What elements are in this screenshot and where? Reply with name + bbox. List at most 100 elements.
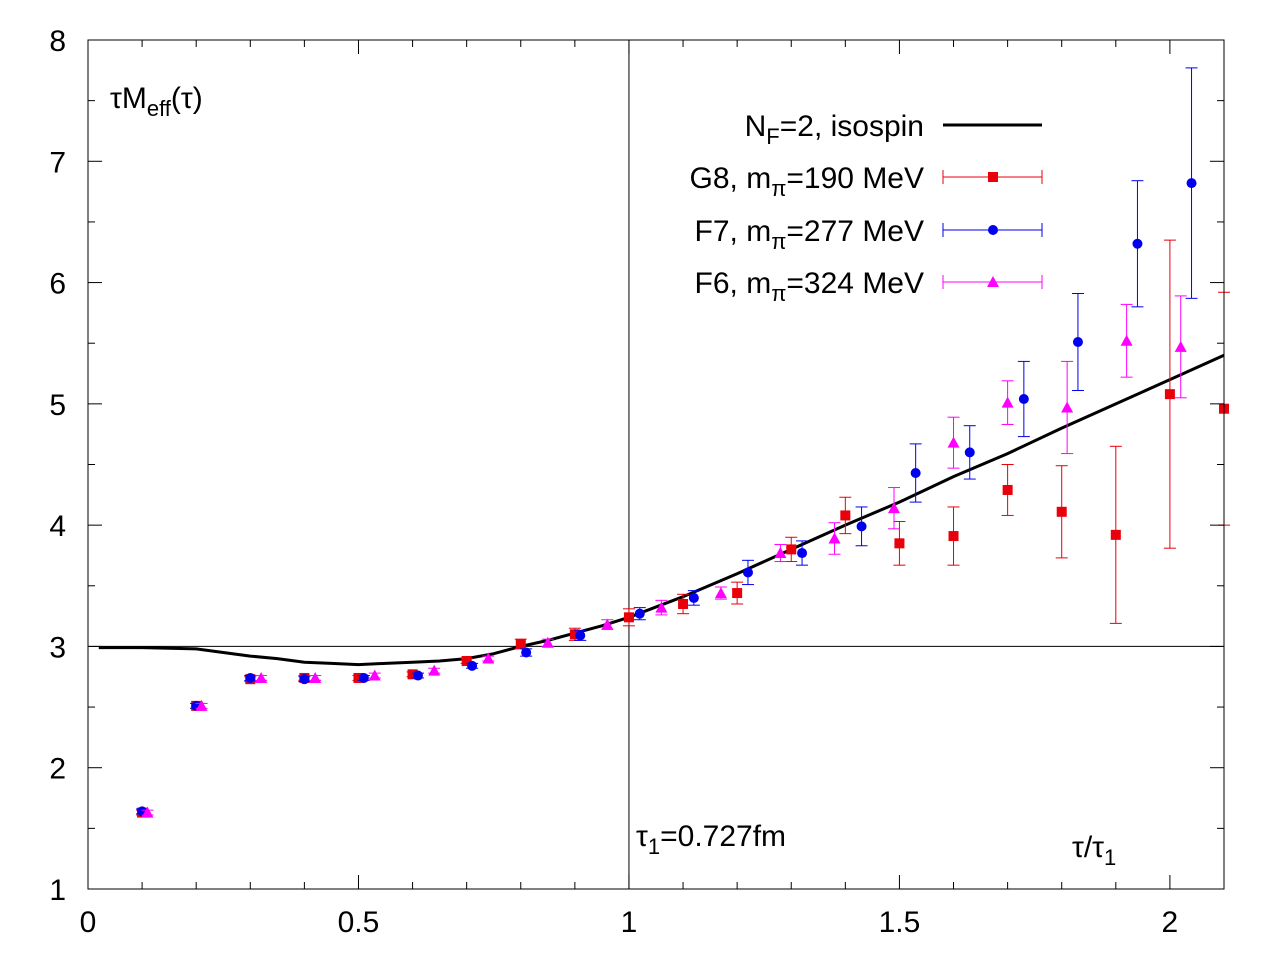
y-tick-label: 4	[49, 510, 66, 543]
data-point	[309, 671, 322, 683]
data-point	[948, 531, 959, 542]
data-point	[774, 547, 787, 559]
series-2	[136, 67, 1198, 817]
legend-label-tail: =324 MeV	[786, 267, 924, 300]
legend-label-head: F6, m	[695, 267, 772, 300]
series-layer	[98, 67, 1230, 818]
y-axis-label: τMeff(τ)	[110, 82, 203, 121]
data-point	[255, 671, 268, 683]
x-tick-label: 1	[621, 906, 638, 939]
data-point	[541, 636, 554, 648]
data-point	[1174, 340, 1187, 352]
data-point	[1164, 389, 1175, 400]
data-point	[368, 669, 381, 681]
legend-label: F7, mπ=277 MeV	[695, 215, 924, 254]
data-point	[678, 598, 689, 609]
data-point	[412, 670, 423, 681]
x-axis-label-text: τ/τ	[1072, 831, 1104, 864]
series-line	[98, 353, 1225, 667]
data-point	[1132, 238, 1143, 249]
data-point	[910, 467, 921, 478]
data-point	[245, 672, 256, 683]
legend-label-subscript: π	[771, 176, 786, 201]
legend-label-tail: =190 MeV	[786, 162, 924, 195]
data-point	[601, 618, 614, 630]
legend-label-subscript: F	[766, 124, 779, 149]
legend-label-head: F7, m	[695, 215, 772, 248]
data-point	[575, 630, 586, 641]
y-axis-label-subscript: eff	[147, 96, 172, 121]
tau1-annotation-tail: =0.727fm	[660, 820, 786, 853]
data-point	[353, 672, 364, 683]
data-point	[840, 510, 851, 521]
y-tick-label: 6	[49, 268, 66, 301]
data-point	[1061, 401, 1074, 413]
data-point	[1186, 178, 1197, 189]
data-point	[521, 647, 532, 658]
ticks	[87, 39, 1225, 890]
tau1-annotation-subscript: 1	[648, 834, 660, 859]
data-point	[299, 674, 310, 685]
data-point	[358, 672, 369, 683]
tau1-annotation-text: τ	[636, 820, 648, 853]
y-axis-label-tail: (τ)	[171, 82, 203, 115]
data-point	[894, 538, 905, 549]
legend-entry-1: G8, mπ=190 MeV	[690, 162, 1043, 201]
data-point	[482, 652, 495, 664]
data-point	[1110, 529, 1121, 540]
data-point	[888, 502, 901, 514]
data-point	[1018, 394, 1029, 405]
y-tick-label: 2	[49, 753, 66, 786]
legend-marker	[988, 172, 998, 182]
data-point	[742, 567, 753, 578]
data-point	[1120, 334, 1133, 346]
y-tick-label: 3	[49, 631, 66, 664]
x-tick-label: 2	[1162, 906, 1179, 939]
data-point	[407, 669, 418, 680]
data-point	[786, 544, 797, 555]
y-tick-label: 1	[49, 874, 66, 907]
tick-labels: 0 0.5 1 1.5 2 1 2 3 4 5 6 7 8	[49, 25, 1178, 939]
data-point	[515, 639, 526, 650]
data-point	[569, 629, 580, 640]
data-point	[655, 601, 668, 613]
legend-label: G8, mπ=190 MeV	[690, 162, 924, 201]
tau1-annotation: τ1=0.727fm	[636, 820, 786, 859]
legend-entry-0: NF=2, isospin	[745, 110, 1042, 149]
series-3	[141, 295, 1187, 818]
y-axis-label-text: τM	[110, 82, 147, 115]
data-point	[797, 548, 808, 559]
y-tick-label: 5	[49, 389, 66, 422]
series-0	[98, 353, 1225, 667]
legend-label-subscript: π	[771, 281, 786, 306]
legend-label-tail: =277 MeV	[786, 215, 924, 248]
legend-entry-2: F7, mπ=277 MeV	[695, 215, 1043, 254]
data-point	[623, 612, 634, 623]
x-axis-label-subscript: 1	[1104, 845, 1116, 870]
legend-entry-3: F6, mπ=324 MeV	[695, 267, 1043, 306]
data-point	[428, 664, 441, 676]
legend-label-head: G8, m	[690, 162, 772, 195]
data-point	[732, 588, 743, 599]
x-tick-label: 0	[80, 906, 97, 939]
legend-label-subscript: π	[771, 229, 786, 254]
data-point	[1056, 506, 1067, 517]
x-tick-label: 0.5	[338, 906, 380, 939]
data-point	[828, 532, 841, 544]
data-point	[1001, 396, 1014, 408]
data-point	[461, 655, 472, 666]
data-point	[1002, 484, 1013, 495]
data-point	[634, 608, 645, 619]
data-point	[467, 660, 478, 671]
x-axis-label: τ/τ1	[1072, 831, 1116, 870]
data-point	[141, 806, 154, 818]
legend-marker	[988, 225, 998, 235]
x-tick-label: 1.5	[879, 906, 921, 939]
y-tick-label: 7	[49, 146, 66, 179]
reference-lines	[88, 40, 1224, 889]
data-point	[964, 447, 975, 458]
data-point	[688, 592, 699, 603]
legend-marker	[987, 276, 999, 287]
